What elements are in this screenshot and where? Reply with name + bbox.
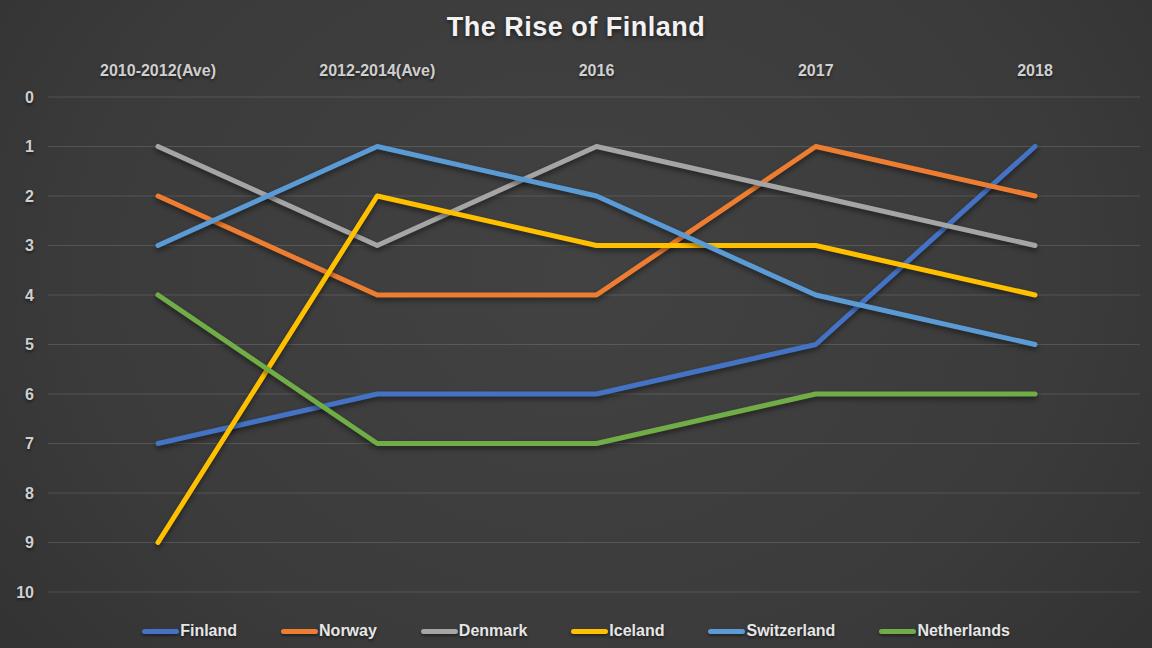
y-tick-label: 0 <box>25 89 34 106</box>
x-axis-label: 2010-2012(Ave) <box>100 62 216 79</box>
legend-item-iceland: Iceland <box>571 622 664 640</box>
x-axis-label: 2016 <box>579 62 615 79</box>
legend-label: Denmark <box>459 622 527 640</box>
legend-swatch-switzerland <box>708 629 745 634</box>
slide-background: The Rise of Finland 0123456789102010-201… <box>0 0 1152 648</box>
legend-item-netherlands: Netherlands <box>879 622 1009 640</box>
legend-item-norway: Norway <box>281 622 377 640</box>
y-tick-label: 5 <box>25 336 34 353</box>
y-tick-label: 8 <box>25 485 34 502</box>
legend-label: Finland <box>180 622 237 640</box>
legend-swatch-denmark <box>421 629 458 634</box>
y-tick-label: 4 <box>25 287 34 304</box>
y-tick-label: 7 <box>25 435 34 452</box>
legend-label: Norway <box>319 622 377 640</box>
legend-swatch-iceland <box>571 629 608 634</box>
legend-swatch-norway <box>281 629 318 634</box>
legend-item-finland: Finland <box>142 622 237 640</box>
legend-label: Iceland <box>609 622 664 640</box>
chart-legend: Finland Norway Denmark Iceland Switzerland Ne… <box>0 622 1152 640</box>
series-line-iceland <box>158 196 1035 543</box>
legend-item-denmark: Denmark <box>421 622 527 640</box>
y-tick-label: 2 <box>25 188 34 205</box>
x-axis-label: 2012-2014(Ave) <box>319 62 435 79</box>
x-axis-label: 2017 <box>798 62 834 79</box>
series-line-norway <box>158 147 1035 296</box>
line-chart-plot: 0 1 2 3 4 5 6 7 8 9 10 2010-2012(Ave) 2012-2014(Ave)… <box>0 0 1152 648</box>
y-tick-label: 9 <box>25 534 34 551</box>
x-axis-label: 2018 <box>1017 62 1053 79</box>
legend-label: Switzerland <box>746 622 835 640</box>
y-tick-label: 10 <box>16 584 34 601</box>
y-tick-label: 1 <box>25 138 34 155</box>
y-tick-label: 6 <box>25 386 34 403</box>
legend-swatch-netherlands <box>879 629 916 634</box>
y-tick-label: 3 <box>25 237 34 254</box>
legend-swatch-finland <box>142 629 179 634</box>
legend-item-switzerland: Switzerland <box>708 622 835 640</box>
legend-label: Netherlands <box>917 622 1009 640</box>
